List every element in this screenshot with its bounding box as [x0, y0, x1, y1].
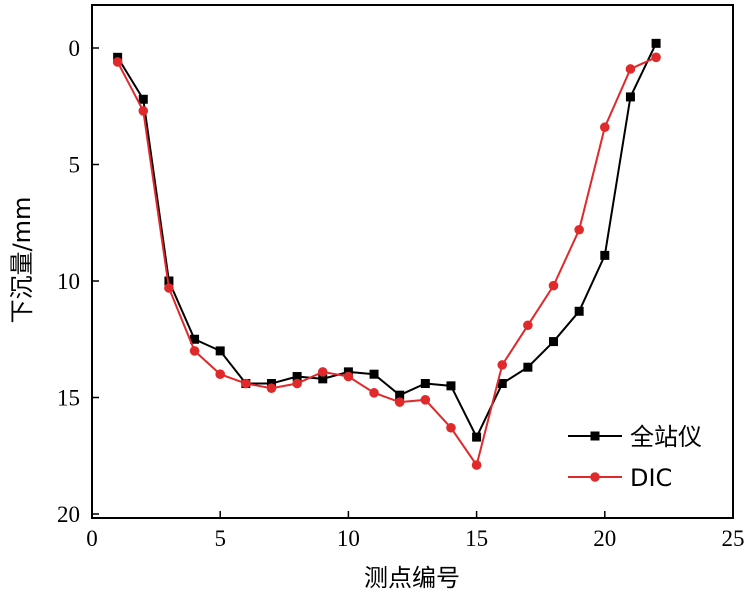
- data-point: [112, 57, 123, 67]
- x-tick-label: 15: [465, 526, 488, 551]
- data-point: [497, 379, 507, 389]
- x-tick-label: 25: [722, 526, 745, 551]
- data-point: [625, 92, 635, 102]
- x-tick-label: 10: [337, 526, 360, 551]
- data-point: [471, 460, 482, 470]
- data-point: [472, 432, 482, 442]
- series-1: [113, 38, 661, 442]
- data-point: [523, 320, 533, 331]
- data-point: [600, 250, 610, 260]
- legend-item: DIC: [568, 464, 672, 492]
- axes: 0 5 10 15 20 25 0 5 10 15 20: [57, 4, 745, 551]
- data-point: [395, 390, 405, 400]
- legend-label: 全站仪: [630, 423, 702, 451]
- data-point: [317, 367, 328, 377]
- series-line: [116, 56, 657, 468]
- legend-label: DIC: [630, 464, 672, 492]
- plot-frame: [91, 4, 734, 519]
- data-point: [190, 334, 200, 344]
- series-layer: [112, 38, 661, 470]
- data-point: [266, 383, 277, 393]
- data-point: [318, 374, 328, 384]
- legend-marker: [590, 431, 600, 441]
- x-tick-label: 0: [86, 526, 98, 551]
- data-point: [420, 395, 431, 405]
- data-point: [215, 346, 225, 356]
- x-axis-title: 测点编号: [364, 564, 460, 592]
- data-point: [369, 369, 379, 379]
- series-2: [112, 52, 661, 470]
- data-point: [241, 378, 251, 389]
- data-point: [651, 52, 661, 63]
- data-point: [292, 378, 302, 389]
- data-point: [574, 224, 584, 235]
- data-point: [548, 280, 559, 291]
- data-point: [497, 360, 508, 370]
- legend-item: 全站仪: [568, 423, 702, 451]
- data-point: [343, 371, 354, 382]
- y-tick-label: 10: [57, 269, 80, 294]
- data-point: [369, 388, 379, 398]
- series-line: [116, 42, 657, 440]
- x-tick-label: 20: [593, 526, 616, 551]
- data-point: [394, 397, 405, 407]
- data-point: [651, 38, 661, 48]
- data-point: [189, 346, 200, 356]
- data-point: [164, 283, 174, 293]
- data-point: [600, 122, 610, 133]
- y-tick-label: 20: [57, 502, 80, 527]
- x-tick-label: 5: [214, 526, 226, 551]
- data-point: [446, 422, 456, 433]
- legend: 全站仪 DIC: [568, 423, 702, 492]
- data-point: [625, 64, 636, 74]
- y-tick-label: 5: [69, 153, 81, 178]
- data-point: [574, 306, 584, 316]
- data-point: [292, 372, 302, 382]
- data-point: [446, 381, 456, 391]
- data-point: [523, 362, 533, 372]
- y-axis-title: 下沉量/mm: [8, 197, 36, 324]
- data-point: [164, 276, 174, 286]
- y-tick-label: 15: [57, 386, 80, 411]
- data-point: [215, 369, 225, 380]
- data-point: [420, 379, 430, 389]
- y-tick-label: 0: [69, 36, 81, 61]
- data-point: [549, 337, 559, 347]
- data-point: [138, 106, 149, 116]
- legend-marker: [590, 472, 600, 482]
- data-point: [138, 94, 148, 104]
